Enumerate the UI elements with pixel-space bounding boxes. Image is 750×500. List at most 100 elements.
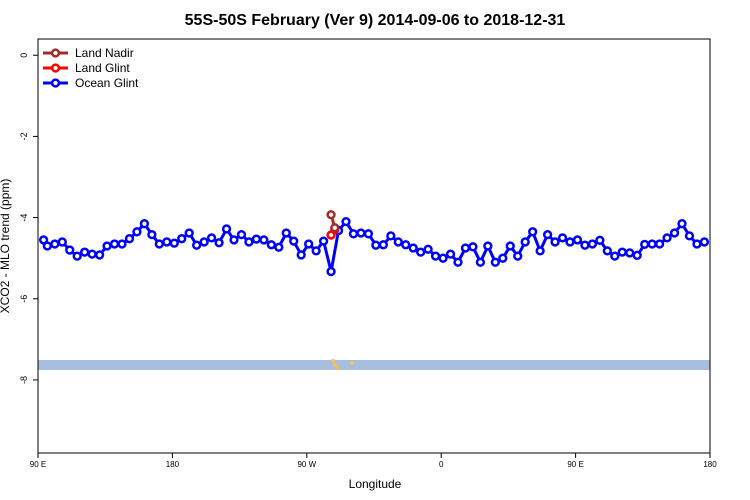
data-point-ocean-glint <box>498 253 508 263</box>
data-point-ocean-glint <box>438 253 448 263</box>
data-point-ocean-glint <box>139 219 150 229</box>
data-point-ocean-glint <box>610 251 620 261</box>
data-point-ocean-glint <box>416 247 426 257</box>
data-point-ocean-glint <box>632 250 642 260</box>
land-band-strip <box>38 360 710 370</box>
data-point-ocean-glint <box>50 239 60 249</box>
data-point-ocean-glint <box>65 245 75 255</box>
data-point-land-nadir <box>326 210 336 220</box>
legend-label-land-glint: Land Glint <box>75 61 130 75</box>
data-point-ocean-glint <box>490 257 500 267</box>
y-tick-label: 0 <box>19 53 29 58</box>
data-point-ocean-glint <box>542 229 553 240</box>
data-point-ocean-glint <box>505 241 515 251</box>
data-point-ocean-glint <box>550 237 560 247</box>
data-point-ocean-glint <box>124 234 135 244</box>
data-point-ocean-glint <box>80 247 90 257</box>
legend-marker-land-nadir <box>50 48 61 58</box>
data-point-ocean-glint <box>483 241 493 251</box>
series-layer <box>38 210 710 277</box>
land-band-mark <box>333 363 337 367</box>
data-point-ocean-glint <box>692 239 702 249</box>
data-point-ocean-glint <box>184 228 194 238</box>
data-point-ocean-glint <box>625 248 635 258</box>
data-point-ocean-glint <box>94 250 105 260</box>
data-point-ocean-glint <box>177 234 187 244</box>
data-point-ocean-glint <box>654 239 665 249</box>
data-point-ocean-glint <box>341 216 351 227</box>
data-point-ocean-glint <box>595 235 605 245</box>
x-tick-label: 180 <box>703 460 717 469</box>
data-point-ocean-glint <box>445 249 456 259</box>
data-point-ocean-glint <box>304 239 314 249</box>
y-tick-label: -6 <box>19 295 29 303</box>
x-axis-label: Longitude <box>349 477 402 491</box>
data-point-ocean-glint <box>42 241 52 251</box>
data-point-ocean-glint <box>423 244 433 254</box>
data-point-ocean-glint <box>602 246 612 256</box>
x-tick-label: 90 W <box>297 460 316 469</box>
data-point-ocean-glint <box>117 239 127 249</box>
data-point-ocean-glint <box>169 238 179 248</box>
land-band-mark <box>331 359 335 363</box>
data-point-ocean-glint <box>565 237 575 247</box>
data-point-ocean-glint <box>393 237 403 247</box>
data-point-ocean-glint <box>535 246 545 256</box>
chart-title: 55S-50S February (Ver 9) 2014-09-06 to 2… <box>185 12 566 29</box>
data-point-ocean-glint <box>371 240 381 250</box>
data-point-ocean-glint <box>229 235 239 245</box>
axes: 90 E 180 90 W 0 90 E 180 0 -2 -4 -6 -8 <box>19 53 717 469</box>
legend-marker-ocean-glint <box>50 78 61 88</box>
x-tick-label: 90 E <box>567 460 583 469</box>
land-band-mark <box>350 361 354 365</box>
data-point-ocean-glint <box>699 237 710 247</box>
data-point-ocean-glint <box>401 240 411 250</box>
data-point-ocean-glint <box>259 235 269 245</box>
data-point-ocean-glint <box>475 257 486 267</box>
data-point-ocean-glint <box>251 234 262 244</box>
data-point-ocean-glint <box>453 257 463 267</box>
data-point-ocean-glint <box>669 228 680 238</box>
data-point-ocean-glint <box>244 237 254 247</box>
data-point-ocean-glint <box>363 229 374 239</box>
data-point-ocean-glint <box>684 231 695 241</box>
data-point-ocean-glint <box>154 239 164 249</box>
y-tick-label: -4 <box>19 214 29 222</box>
data-point-ocean-glint <box>311 246 321 256</box>
data-point-ocean-glint <box>677 219 687 229</box>
data-point-ocean-glint <box>132 227 142 237</box>
data-point-ocean-glint <box>87 249 97 259</box>
data-point-ocean-glint <box>266 240 276 250</box>
data-point-ocean-glint <box>289 236 299 246</box>
data-point-ocean-glint <box>430 251 441 261</box>
plot-frame <box>37 38 711 454</box>
data-point-ocean-glint <box>199 237 209 247</box>
data-point-ocean-glint <box>647 239 657 249</box>
series-land-nadir <box>326 210 340 233</box>
x-tick-label: 180 <box>166 460 180 469</box>
data-point-ocean-glint <box>206 233 217 243</box>
data-point-ocean-glint <box>356 228 366 238</box>
data-point-ocean-glint <box>192 240 202 250</box>
data-point-ocean-glint <box>460 243 471 253</box>
y-tick-label: -2 <box>19 132 29 140</box>
y-tick-label: -8 <box>19 376 29 384</box>
data-point-ocean-glint <box>221 224 232 234</box>
data-point-ocean-glint <box>147 229 157 240</box>
legend-label-ocean-glint: Ocean Glint <box>75 76 139 90</box>
data-point-ocean-glint <box>386 231 396 241</box>
data-point-ocean-glint <box>662 233 672 243</box>
data-point-ocean-glint <box>528 227 538 237</box>
data-point-ocean-glint <box>326 266 336 277</box>
legend-marker-land-glint <box>50 63 61 73</box>
x-tick-label: 90 E <box>30 460 46 469</box>
series-ocean-glint <box>38 216 710 277</box>
x-tick-label: 0 <box>439 460 444 469</box>
data-point-ocean-glint <box>214 238 224 248</box>
data-point-ocean-glint <box>318 236 329 246</box>
data-point-ocean-glint <box>617 247 627 257</box>
data-point-ocean-glint <box>236 229 247 240</box>
data-point-ocean-glint <box>580 240 590 250</box>
